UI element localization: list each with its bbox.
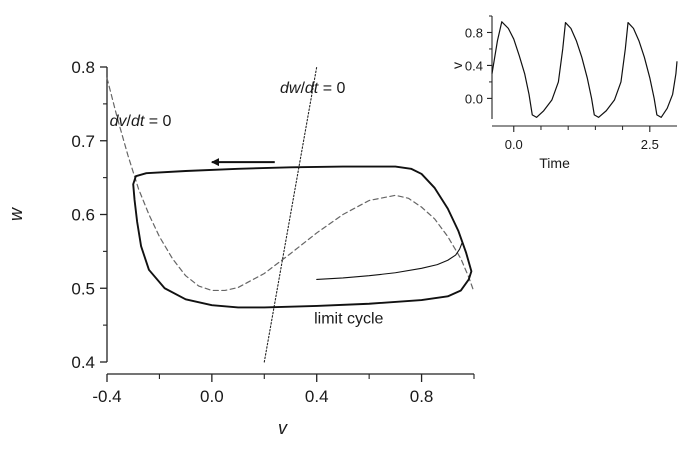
series-limit-cycle — [132, 165, 473, 309]
inset-y-tick-label: 0.4 — [465, 58, 483, 73]
inset-series-v-trace — [491, 21, 678, 118]
y-tick-label: 0.7 — [71, 132, 95, 151]
inset-x-tick-label: 2.5 — [641, 137, 659, 152]
x-tick-label: 0.4 — [305, 387, 329, 406]
y-tick-label: 0.4 — [71, 353, 95, 372]
inset-y-tick-label: 0.8 — [465, 25, 483, 40]
y-axis-label: w — [6, 207, 26, 221]
annotation: dw/dt = 0 — [280, 80, 345, 97]
y-tick-label: 0.8 — [71, 58, 95, 77]
series-dw-dt-0 — [263, 66, 318, 363]
y-tick-label: 0.5 — [71, 279, 95, 298]
inset-y-tick-label: 0.0 — [465, 91, 483, 106]
inset-x-axis-label: Time — [539, 155, 570, 171]
x-tick-label: -0.4 — [92, 387, 121, 406]
y-tick-label: 0.6 — [71, 206, 95, 225]
x-axis-label: v — [278, 418, 288, 438]
inset-y-axis-label: v — [449, 62, 465, 69]
phase-plane-plot: 0.4 0.5 0.6 0.7 0.8 -0.4 0.0 0.4 0.8 v w dv/dt = 0 d… — [6, 58, 475, 438]
series-transient — [316, 241, 463, 280]
x-tick-label: 0.8 — [410, 387, 434, 406]
series-dv-dt-0 — [106, 77, 475, 293]
time-series-inset: 0.0 0.4 0.8 0.0 2.5 Time v — [449, 15, 678, 171]
inset-x-tick-label: 0.0 — [505, 137, 523, 152]
annotation: limit cycle — [314, 311, 383, 328]
x-tick-label: 0.0 — [200, 387, 224, 406]
annotation: dv/dt = 0 — [110, 113, 172, 130]
